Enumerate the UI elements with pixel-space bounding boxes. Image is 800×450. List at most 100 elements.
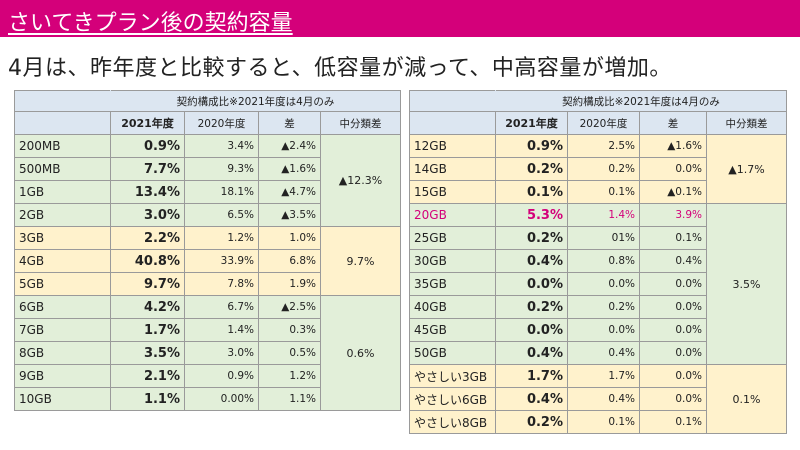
col-header-diff: 差 (258, 111, 321, 135)
value-2021: 3.0% (110, 203, 185, 227)
value-diff: 1.9% (258, 272, 321, 296)
table-row: 30GB 0.4% 0.8% 0.4% (409, 249, 787, 273)
value-2021: 0.2% (495, 295, 568, 319)
value-2020: 0.1% (567, 180, 640, 204)
capacity-label: 2GB (14, 203, 111, 227)
table-header-row: 2021年度 2020年度 差 中分類差 (14, 111, 402, 135)
table-row: 15GB 0.1% 0.1% ▲0.1% (409, 180, 787, 204)
value-2020: 0.8% (567, 249, 640, 273)
category-diff: 0.6% (319, 295, 402, 411)
category-diff: 9.7% (319, 226, 402, 296)
page-title: さいてきプラン後の契約容量 (8, 11, 293, 36)
capacity-label: 45GB (409, 318, 496, 342)
value-2021: 2.2% (110, 226, 185, 250)
span-header: 契約構成比※2021年度は4月のみ (494, 90, 788, 112)
value-diff: 0.0% (639, 341, 707, 365)
col-header-2020: 2020年度 (184, 111, 259, 135)
value-diff: ▲1.6% (258, 157, 321, 181)
table-row: 35GB 0.0% 0.0% 0.0% (409, 272, 787, 296)
value-2021: 7.7% (110, 157, 185, 181)
value-diff: 0.3% (258, 318, 321, 342)
col-header-diff: 差 (639, 111, 707, 135)
table-row: 45GB 0.0% 0.0% 0.0% (409, 318, 787, 342)
value-2021: 3.5% (110, 341, 185, 365)
value-2020: 1.2% (184, 226, 259, 250)
value-2021: 0.2% (495, 410, 568, 434)
header-corner (409, 90, 496, 112)
value-2021: 13.4% (110, 180, 185, 204)
value-2020: 3.4% (184, 134, 259, 158)
table-row-highlighted: 20GB 5.3% 1.4% 3.9% 3.5% (409, 203, 788, 365)
value-2020: 7.8% (184, 272, 259, 296)
value-diff: 0.0% (639, 364, 707, 388)
value-2021: 5.3% (495, 203, 568, 227)
value-2020: 33.9% (184, 249, 259, 273)
right-capacity-table: 契約構成比※2021年度は4月のみ 2021年度 2020年度 差 中分類差 1… (409, 90, 788, 434)
header-corner (409, 111, 496, 135)
page-subtitle: 4月は、昨年度と比較すると、低容量が減って、中高容量が増加。 (8, 56, 672, 81)
value-diff: 1.2% (258, 364, 321, 388)
col-header-2021: 2021年度 (495, 111, 568, 135)
table-row: 10GB 1.1% 0.00% 1.1% (14, 387, 401, 411)
capacity-label: 12GB (409, 134, 496, 158)
value-2020: 3.0% (184, 341, 259, 365)
value-2021: 40.8% (110, 249, 185, 273)
capacity-label: 20GB (409, 203, 496, 227)
value-2021: 9.7% (110, 272, 185, 296)
capacity-label: 4GB (14, 249, 111, 273)
value-2021: 1.7% (495, 364, 568, 388)
value-2020: 1.7% (567, 364, 640, 388)
capacity-label: 1GB (14, 180, 111, 204)
capacity-label: やさしい6GB (409, 387, 496, 411)
value-diff: ▲1.6% (639, 134, 707, 158)
capacity-label: 7GB (14, 318, 111, 342)
capacity-label: 35GB (409, 272, 496, 296)
value-diff: ▲3.5% (258, 203, 321, 227)
value-2021: 0.9% (495, 134, 568, 158)
value-2020: 6.7% (184, 295, 259, 319)
col-header-2020: 2020年度 (567, 111, 640, 135)
table-row: やさしい6GB 0.4% 0.4% 0.0% (409, 387, 787, 411)
value-diff: 1.1% (258, 387, 321, 411)
value-2021: 0.0% (495, 272, 568, 296)
value-2020: 1.4% (184, 318, 259, 342)
table-row: 14GB 0.2% 0.2% 0.0% (409, 157, 787, 181)
capacity-label: 10GB (14, 387, 111, 411)
value-2020: 2.5% (567, 134, 640, 158)
capacity-label: 9GB (14, 364, 111, 388)
table-row: 40GB 0.2% 0.2% 0.0% (409, 295, 787, 319)
value-diff: 0.0% (639, 295, 707, 319)
value-2020: 0.00% (184, 387, 259, 411)
value-diff: 0.1% (639, 410, 707, 434)
table-header-row: 契約構成比※2021年度は4月のみ (14, 90, 402, 112)
capacity-label: 500MB (14, 157, 111, 181)
table-row: 6GB 4.2% 6.7% ▲2.5% 0.6% (14, 295, 402, 411)
value-2020: 0.0% (567, 272, 640, 296)
table-row: やさしい3GB 1.7% 1.7% 0.0% 0.1% (409, 364, 788, 434)
value-2020: 0.1% (567, 410, 640, 434)
value-diff: ▲2.4% (258, 134, 321, 158)
table-row: 25GB 0.2% 01% 0.1% (409, 226, 787, 250)
capacity-label: 200MB (14, 134, 111, 158)
left-capacity-table: 契約構成比※2021年度は4月のみ 2021年度 2020年度 差 中分類差 2… (14, 90, 402, 411)
capacity-label: 15GB (409, 180, 496, 204)
capacity-label: やさしい8GB (409, 410, 496, 434)
capacity-label: 25GB (409, 226, 496, 250)
col-header-2021: 2021年度 (110, 111, 185, 135)
value-2021: 0.4% (495, 341, 568, 365)
value-2021: 0.2% (495, 226, 568, 250)
value-2021: 4.2% (110, 295, 185, 319)
value-2021: 2.1% (110, 364, 185, 388)
col-header-category-diff: 中分類差 (705, 111, 788, 135)
category-diff: ▲1.7% (705, 134, 788, 204)
value-diff: ▲2.5% (258, 295, 321, 319)
table-header-row: 契約構成比※2021年度は4月のみ (409, 90, 788, 112)
table-row: 12GB 0.9% 2.5% ▲1.6% ▲1.7% (409, 134, 788, 204)
table-row: 4GB 40.8% 33.9% 6.8% (14, 249, 401, 273)
value-2020: 0.2% (567, 157, 640, 181)
value-2020: 18.1% (184, 180, 259, 204)
value-diff: 3.9% (639, 203, 707, 227)
table-row: 5GB 9.7% 7.8% 1.9% (14, 272, 401, 296)
capacity-label: やさしい3GB (409, 364, 496, 388)
value-diff: 0.1% (639, 226, 707, 250)
